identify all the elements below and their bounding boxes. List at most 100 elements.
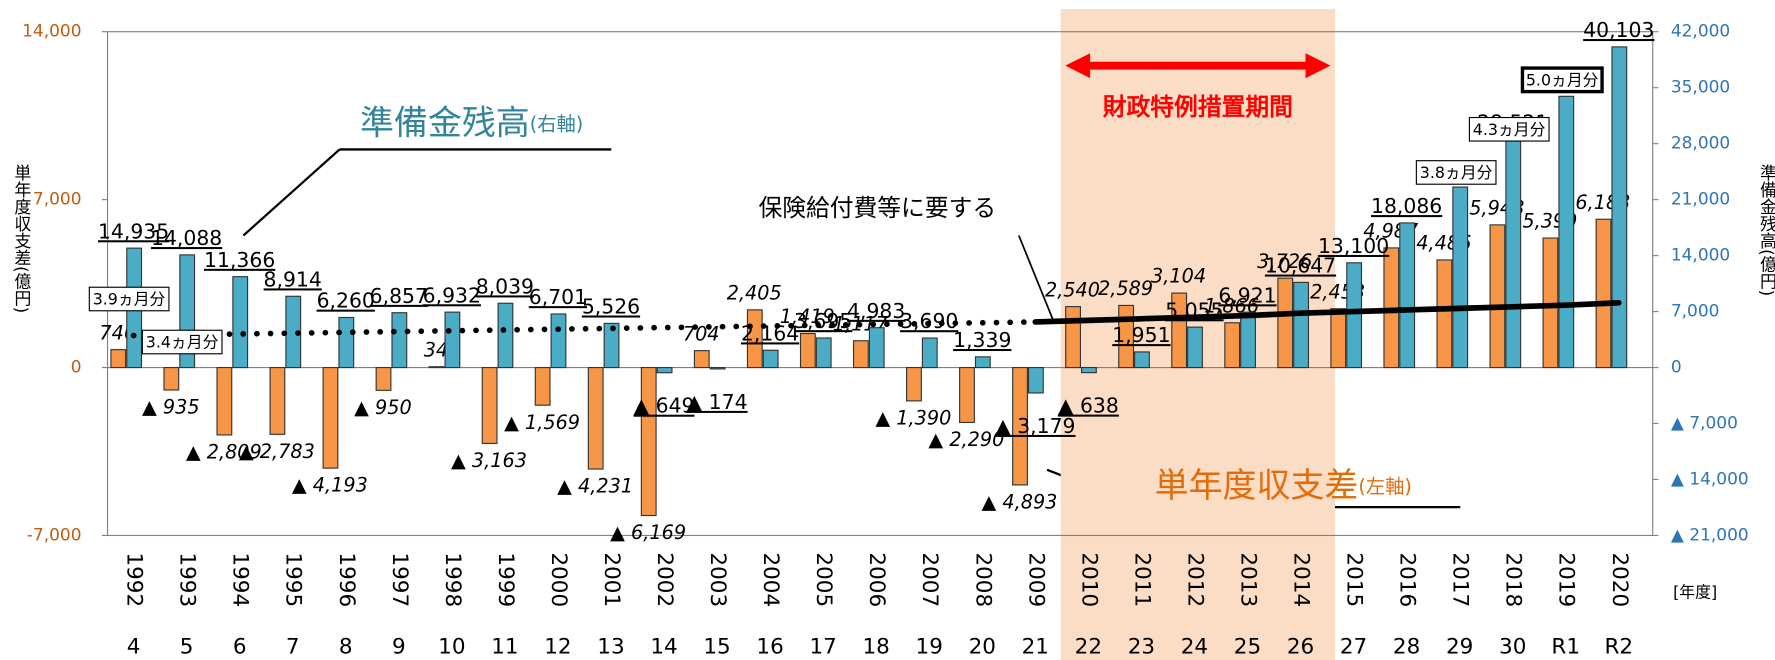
bar (391, 312, 408, 369)
y-axis-title: 単年度収支差(億円) (10, 164, 30, 313)
value-label: 6,921 (1218, 283, 1276, 307)
bar (1240, 311, 1256, 369)
bar (1505, 138, 1522, 369)
era-label: 28 (1393, 635, 1420, 660)
bar (1171, 292, 1188, 369)
balance-title-main: 単年度収支差 (1155, 465, 1359, 505)
value-label: 11,366 (204, 248, 275, 272)
value-label: ▲ 3,179 (995, 414, 1075, 438)
x-tick-label: 2003 (705, 552, 730, 607)
value-label: 5,526 (582, 295, 640, 319)
era-label: 7 (286, 635, 300, 660)
era-label: 8 (339, 635, 353, 660)
bar (709, 366, 726, 370)
x-tick-label: 2016 (1395, 552, 1420, 607)
bar (110, 349, 127, 369)
bar (587, 366, 604, 470)
bar (1611, 46, 1628, 369)
x-tick-label: 2002 (652, 552, 677, 607)
balance-title: 単年度収支差(左軸) (1155, 465, 1412, 505)
bar (603, 322, 620, 369)
value-label: ▲ 649 (634, 394, 695, 418)
months-text: 3.8ヵ月分 (1420, 163, 1493, 182)
y-tick-label: -7,000 (27, 525, 82, 545)
bar (481, 366, 498, 444)
value-label: 2,405 (727, 282, 782, 305)
era-label: 26 (1287, 635, 1314, 660)
x-tick-label: 2004 (758, 552, 783, 607)
bar (1012, 366, 1028, 486)
value-label: 6,260 (317, 289, 375, 313)
x-tick-label: 2017 (1448, 552, 1473, 607)
x-tick-label: 2001 (599, 552, 624, 607)
era-label: 25 (1234, 635, 1261, 660)
x-tick-label: 1993 (175, 552, 200, 607)
era-label: 18 (863, 635, 890, 660)
y2-axis-title: 準備金残高(億円) (1756, 164, 1775, 296)
bar (1595, 218, 1612, 369)
era-label: 4 (127, 635, 141, 660)
bar (322, 366, 339, 469)
x-tick-label: 1996 (334, 552, 359, 607)
era-label: 19 (916, 635, 943, 660)
value-label: ▲ 1,390 (875, 407, 951, 430)
reserve-title-main: 準備金残高 (360, 103, 530, 143)
value-label: 1,419 (780, 305, 835, 328)
bar (815, 337, 832, 369)
period-label: 財政特例措置期間 (1103, 93, 1293, 121)
era-label: 20 (969, 635, 996, 660)
value-label: ▲ 6,169 (610, 521, 686, 544)
era-label: 22 (1075, 635, 1102, 660)
bar (1436, 259, 1453, 369)
bar (1134, 351, 1150, 369)
months-box (1468, 116, 1550, 142)
bar (1224, 322, 1241, 369)
y2-tick-label: 0 (1671, 358, 1682, 378)
value-label: ▲ 1,569 (504, 411, 580, 434)
bar (799, 332, 816, 369)
era-label: 29 (1446, 635, 1473, 660)
y2-tick-label: ▲ 7,000 (1671, 414, 1738, 434)
value-label: ▲ 2,809 (186, 441, 262, 464)
value-label: 13,100 (1318, 234, 1389, 258)
era-label: 6 (233, 635, 247, 660)
y2-tick-label: ▲ 21,000 (1671, 525, 1749, 545)
value-label: 40,103 (1583, 18, 1654, 42)
reserve-title-note: (右軸) (530, 112, 583, 135)
reserve-title: 準備金残高(右軸) (360, 103, 583, 143)
months-text: 4.3ヵ月分 (1473, 120, 1546, 139)
x-tick-label: 2019 (1554, 552, 1579, 607)
y-tick-label: 0 (71, 358, 82, 378)
value-label: 2,540 (1045, 278, 1100, 301)
value-label: 8,039 (476, 274, 534, 298)
era-label: 30 (1499, 635, 1526, 660)
x-tick-label: 2012 (1182, 552, 1207, 607)
value-label: ▲ 4,193 (292, 474, 368, 497)
bar (232, 276, 249, 369)
era-label: R1 (1551, 635, 1580, 660)
months-label: 3.4ヵ月分 (141, 329, 223, 355)
x-unit: [年度] (1673, 583, 1717, 602)
era-label: 14 (650, 635, 677, 660)
bar (534, 366, 551, 406)
bar (1330, 308, 1347, 369)
x-tick-label: 1999 (493, 552, 518, 607)
bar (868, 327, 885, 369)
bar (269, 366, 286, 435)
value-label: 4,983 (847, 299, 905, 323)
x-tick-label: 1994 (228, 552, 253, 607)
x-tick-label: 2018 (1501, 552, 1526, 607)
bar (656, 366, 673, 374)
reference-line-dotted (130, 319, 1039, 339)
x-tick-label: 1992 (122, 552, 147, 607)
value-label: 6,932 (423, 283, 481, 307)
bar (1452, 186, 1469, 369)
era-label: 27 (1340, 635, 1367, 660)
bar (640, 366, 657, 517)
value-label: ▲ 4,893 (981, 491, 1057, 514)
value-label: 14,935 (98, 219, 169, 243)
months-box (1520, 66, 1604, 94)
bar (762, 349, 779, 369)
value-label: ▲ 2,290 (928, 428, 1004, 451)
